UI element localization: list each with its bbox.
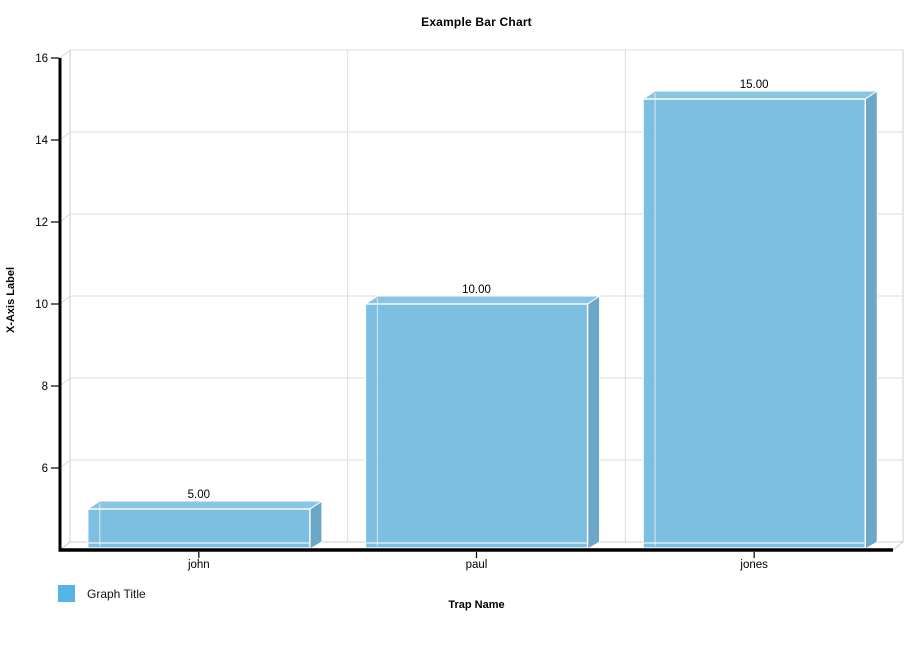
x-tick-label-paul: paul — [466, 559, 488, 571]
x-axis-title: Trap Name — [448, 599, 505, 611]
bar-front-face — [364, 303, 589, 549]
x-tick-label-jones: jones — [739, 559, 768, 571]
legend: Graph Title — [58, 585, 146, 602]
chart-title: Example Bar Chart — [421, 15, 532, 29]
y-tick-label-10: 10 — [35, 299, 48, 311]
gridline-connector-12 — [59, 213, 71, 223]
bar-jones[interactable]: 15.00 — [641, 79, 879, 550]
gridline-connector-8 — [59, 377, 71, 387]
gridline-connector-6 — [59, 459, 71, 469]
y-tick-label-8: 8 — [42, 381, 48, 393]
bar-front-face — [642, 98, 866, 549]
bar-john[interactable]: 5.00 — [86, 489, 324, 550]
x-tick-label-john: john — [187, 559, 210, 571]
bar-front-face — [87, 508, 311, 549]
bar-side-face — [864, 90, 878, 550]
legend-label: Graph Title — [87, 586, 146, 601]
bar-top-face — [86, 500, 324, 510]
y-axis-title: X-Axis Label — [5, 266, 17, 334]
bar-paul[interactable]: 10.00 — [363, 284, 602, 550]
gridline-connector-14 — [59, 131, 71, 141]
gridline-connector-10 — [59, 295, 71, 305]
y-tick-label-16: 16 — [35, 53, 48, 65]
bar-value-label-john: 5.00 — [188, 489, 210, 501]
y-tick-label-6: 6 — [42, 463, 48, 475]
legend-swatch — [58, 585, 75, 602]
bar-value-label-jones: 15.00 — [740, 79, 769, 91]
bar-side-face — [587, 295, 601, 550]
corner-diagonal-bottom-right — [892, 541, 904, 551]
bar-value-label-paul: 10.00 — [462, 284, 491, 296]
y-tick-label-12: 12 — [35, 217, 48, 229]
y-tick-label-14: 14 — [35, 135, 48, 147]
gridline-connector-16 — [59, 49, 71, 59]
bar-top-face — [641, 90, 879, 100]
bar-top-face — [363, 295, 602, 305]
